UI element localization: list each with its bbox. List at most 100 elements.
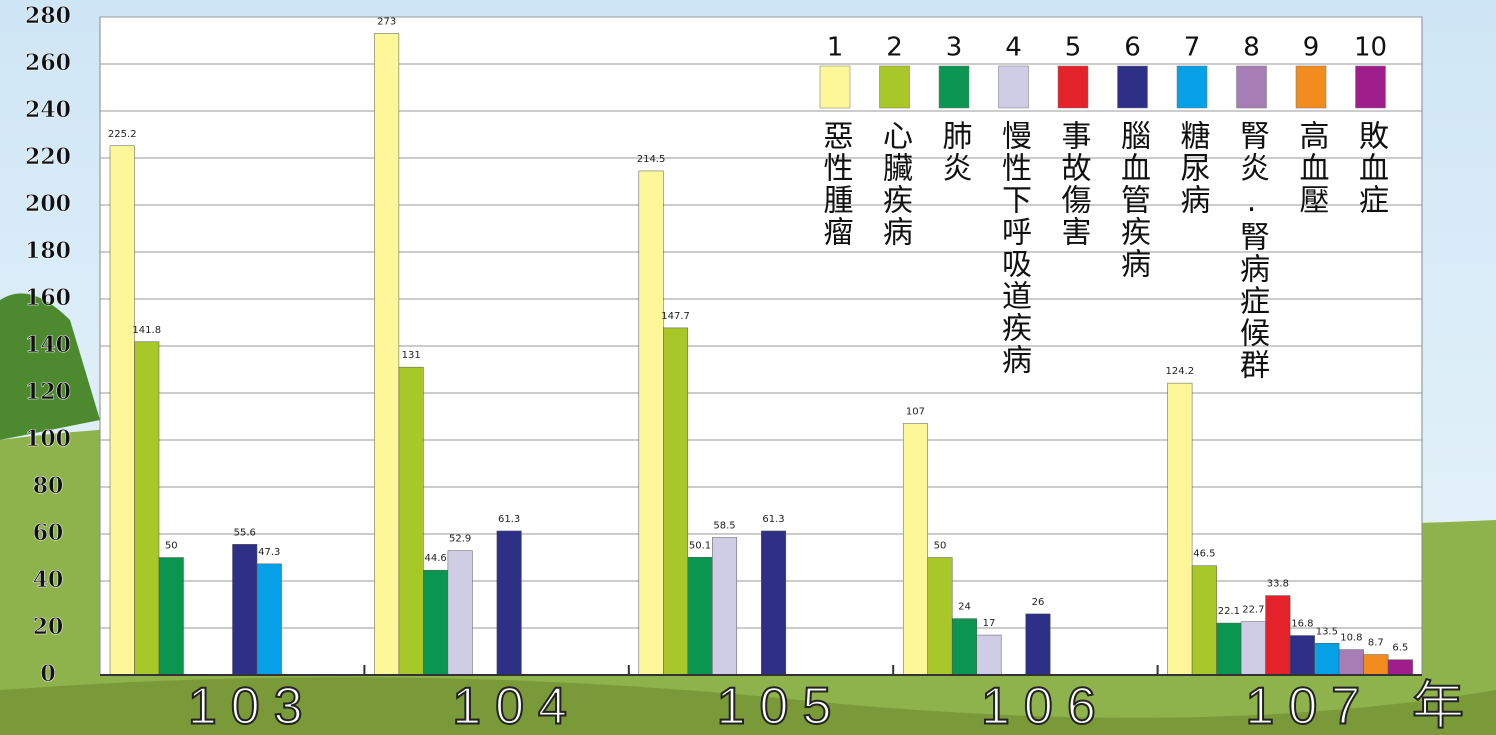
- legend-label: 肺炎: [937, 120, 973, 184]
- legend-swatch: [1236, 65, 1267, 109]
- y-tick-label: 100: [25, 426, 71, 452]
- legend-label: 腎炎.腎病症候群: [1234, 120, 1270, 381]
- y-tick-label: 160: [25, 285, 71, 311]
- value-label: 61.3: [762, 514, 784, 525]
- bar: [902, 423, 928, 676]
- legend-label: 惡性腫瘤: [818, 120, 854, 248]
- y-tick-label: 120: [25, 379, 71, 405]
- value-label: 50: [165, 541, 178, 552]
- value-label: 44.6: [425, 553, 447, 564]
- legend-number: 10: [1354, 33, 1387, 63]
- x-tick-label: 106: [981, 678, 1110, 735]
- legend-swatch: [1355, 65, 1386, 109]
- y-tick-label: 0: [40, 661, 55, 687]
- legend-number: 5: [1065, 33, 1082, 63]
- bar: [109, 145, 135, 676]
- bar: [1289, 635, 1315, 676]
- bar: [951, 618, 977, 676]
- bar: [927, 557, 953, 676]
- y-tick-label: 220: [25, 144, 71, 170]
- x-tick-label: 104: [452, 678, 581, 735]
- value-label: 50.1: [689, 540, 711, 551]
- bar: [374, 33, 400, 676]
- bar: [1167, 382, 1193, 676]
- bar: [1265, 595, 1291, 676]
- ground: [0, 677, 1496, 735]
- value-label: 141.8: [132, 325, 161, 336]
- bar: [1314, 643, 1340, 676]
- legend-swatch: [879, 65, 910, 109]
- legend-number: 2: [886, 33, 903, 63]
- bar: [134, 341, 160, 676]
- legend-label: 糖尿病: [1175, 120, 1211, 216]
- legend-label: 心臟疾病: [877, 120, 913, 248]
- value-label: 17: [983, 618, 996, 629]
- bar: [232, 544, 258, 676]
- value-label: 50: [934, 541, 947, 552]
- y-tick-label: 20: [33, 614, 64, 640]
- bar: [398, 366, 424, 676]
- value-label: 46.5: [1193, 549, 1215, 560]
- legend-number: 3: [946, 33, 963, 63]
- y-tick-label: 260: [25, 50, 71, 76]
- legend-swatch: [1295, 65, 1327, 109]
- bar: [712, 537, 738, 676]
- value-label: 8.7: [1368, 638, 1384, 649]
- tree: [0, 293, 100, 440]
- legend-label: 高血壓: [1294, 120, 1330, 216]
- value-label: 26: [1032, 597, 1045, 608]
- value-label: 6.5: [1392, 643, 1408, 654]
- value-label: 124.2: [1166, 366, 1195, 377]
- legend-swatch: [938, 65, 970, 109]
- legend-number: 4: [1005, 33, 1022, 63]
- bar: [1216, 622, 1242, 676]
- y-tick-label: 80: [33, 473, 64, 499]
- bar: [496, 530, 522, 676]
- legend-label: 敗血症: [1353, 120, 1389, 216]
- legend-number: 1: [827, 33, 844, 63]
- legend-swatch: [819, 65, 851, 109]
- value-label: 52.9: [449, 534, 471, 545]
- value-label: 61.3: [498, 514, 520, 525]
- value-label: 13.5: [1316, 626, 1338, 637]
- value-label: 24: [958, 602, 971, 613]
- value-label: 214.5: [637, 154, 666, 165]
- bar: [1025, 613, 1051, 676]
- y-tick-label: 180: [25, 238, 71, 264]
- y-tick-label: 280: [25, 3, 71, 29]
- y-tick-label: 140: [25, 332, 71, 358]
- bar: [1338, 649, 1364, 676]
- value-label: 147.7: [661, 311, 690, 322]
- bar: [638, 170, 664, 676]
- legend-label: 腦血管疾病: [1115, 120, 1151, 280]
- legend-swatch: [1176, 65, 1208, 109]
- y-tick-label: 40: [33, 567, 64, 593]
- bar: [447, 550, 473, 676]
- value-label: 22.7: [1242, 605, 1264, 616]
- value-label: 273: [377, 16, 396, 27]
- legend-label: 事故傷害: [1056, 120, 1092, 248]
- legend-number: 6: [1124, 33, 1141, 63]
- legend-swatch: [1117, 65, 1148, 109]
- bar: [158, 557, 184, 676]
- x-unit: 年: [1412, 678, 1478, 735]
- legend-swatch: [998, 65, 1029, 109]
- bar: [1191, 565, 1217, 676]
- value-label: 16.8: [1291, 619, 1313, 630]
- value-label: 47.3: [258, 547, 280, 558]
- x-tick-label: 107: [1245, 678, 1374, 735]
- y-tick-label: 240: [25, 97, 71, 123]
- bar: [423, 569, 449, 676]
- value-label: 225.2: [108, 129, 137, 140]
- value-label: 33.8: [1267, 579, 1289, 590]
- legend-number: 7: [1184, 33, 1201, 63]
- value-label: 55.6: [234, 527, 256, 538]
- x-tick-label: 105: [717, 678, 846, 735]
- bar: [761, 530, 787, 676]
- value-label: 131: [402, 350, 421, 361]
- value-label: 22.1: [1218, 606, 1240, 617]
- bar: [663, 327, 689, 676]
- legend-label: 慢性下呼吸道疾病: [996, 120, 1032, 376]
- legend-number: 9: [1303, 33, 1320, 63]
